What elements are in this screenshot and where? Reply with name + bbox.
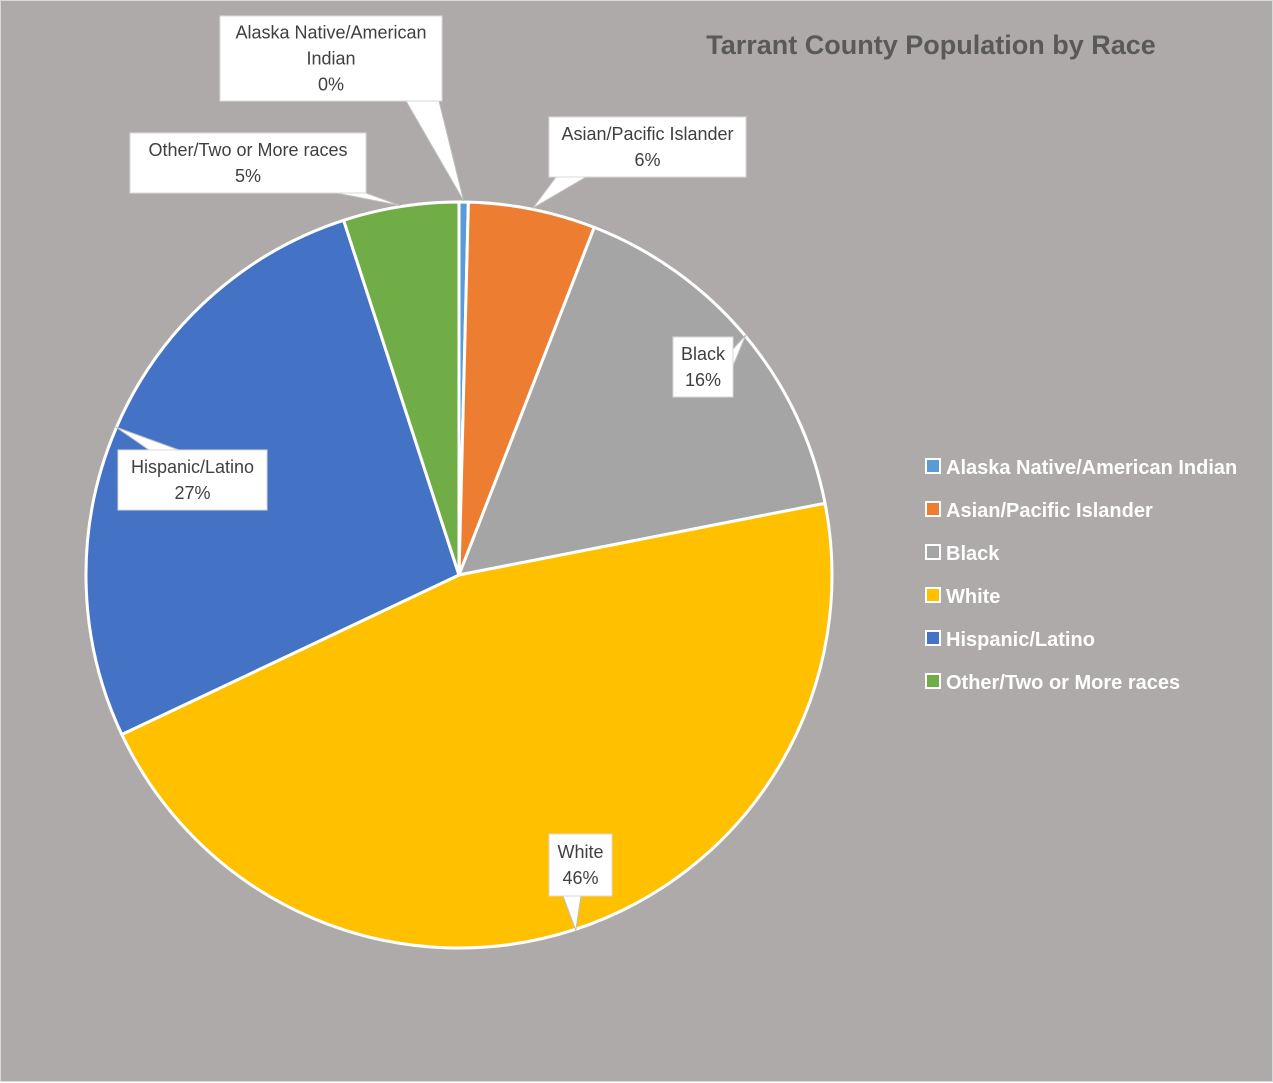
callout-pointer-alaska-native-american-indian	[405, 100, 465, 202]
legend-item-asian-pacific-islander: Asian/Pacific Islander	[925, 500, 1153, 522]
legend-item-hispanic-latino: Hispanic/Latino	[925, 629, 1095, 651]
callout-value-hispanic-latino: 27%	[174, 483, 210, 503]
callout-label-black: Black	[681, 344, 726, 364]
legend-label-white: White	[946, 586, 1000, 608]
legend: Alaska Native/American Indian Asian/Pacif…	[925, 457, 1237, 694]
callout-pointer-other-two-or-more-races	[335, 192, 401, 207]
legend-item-white: White	[925, 586, 1000, 608]
slice-asian-pacific-islander	[457, 200, 596, 577]
callout-label-white: White	[557, 842, 603, 862]
callout-asian-pacific-islander: Asian/Pacific Islander 6%	[548, 116, 747, 178]
legend-swatch-hispanic-latino	[925, 630, 941, 646]
callout-value-black: 16%	[685, 370, 721, 390]
callout-value-white: 46%	[562, 868, 598, 888]
legend-label-alaska-native-american-indian: Alaska Native/American Indian	[946, 457, 1237, 479]
callout-pointer-asian-pacific-islander	[532, 176, 588, 209]
callout-box-black	[672, 336, 734, 398]
callout-white: White 46%	[548, 833, 613, 897]
callout-hispanic-latino: Hispanic/Latino 27%	[117, 449, 268, 511]
callout-alaska-native-american-indian: Alaska Native/American Indian 0%	[219, 15, 443, 102]
pie-slices	[84, 200, 834, 950]
legend-item-other-two-or-more-races: Other/Two or More races	[925, 672, 1180, 694]
callout-label-other-two-or-more-races: Other/Two or More races	[148, 140, 347, 160]
callout-value-other-two-or-more-races: 5%	[235, 166, 261, 186]
callout-box-white	[548, 833, 613, 897]
legend-swatch-white	[925, 587, 941, 603]
legend-swatch-alaska-native-american-indian	[925, 458, 941, 474]
callout-label-alaska-native-american-indian: Alaska Native/American	[235, 23, 426, 43]
legend-item-black: Black	[925, 543, 1000, 565]
callout-label-hispanic-latino: Hispanic/Latino	[131, 457, 254, 477]
chart-title: Tarrant County Population by Race	[706, 30, 1156, 60]
slice-other-two-or-more-races	[342, 200, 461, 577]
legend-item-alaska-native-american-indian: Alaska Native/American Indian	[925, 457, 1237, 479]
callout-label-alaska-native-american-indian: Indian	[306, 49, 355, 69]
legend-swatch-black	[925, 544, 941, 560]
callout-black: Black 16%	[672, 336, 734, 398]
callout-box-alaska-native-american-indian	[219, 15, 443, 102]
legend-label-hispanic-latino: Hispanic/Latino	[946, 629, 1095, 651]
legend-label-asian-pacific-islander: Asian/Pacific Islander	[946, 500, 1153, 522]
legend-label-other-two-or-more-races: Other/Two or More races	[946, 672, 1180, 694]
callout-box-hispanic-latino	[117, 449, 268, 511]
callout-box-other-two-or-more-races	[129, 132, 367, 194]
callout-box-asian-pacific-islander	[548, 116, 747, 178]
callout-other-two-or-more-races: Other/Two or More races 5%	[129, 132, 367, 194]
callout-value-asian-pacific-islander: 6%	[634, 150, 660, 170]
legend-swatch-asian-pacific-islander	[925, 501, 941, 517]
callout-label-asian-pacific-islander: Asian/Pacific Islander	[561, 124, 733, 144]
legend-label-black: Black	[946, 543, 1000, 565]
callout-leaders	[115, 100, 747, 933]
data-callouts: Alaska Native/American Indian 0% Asian/Paci…	[117, 15, 747, 897]
legend-swatch-other-two-or-more-races	[925, 673, 941, 689]
callout-value-alaska-native-american-indian: 0%	[318, 75, 344, 95]
